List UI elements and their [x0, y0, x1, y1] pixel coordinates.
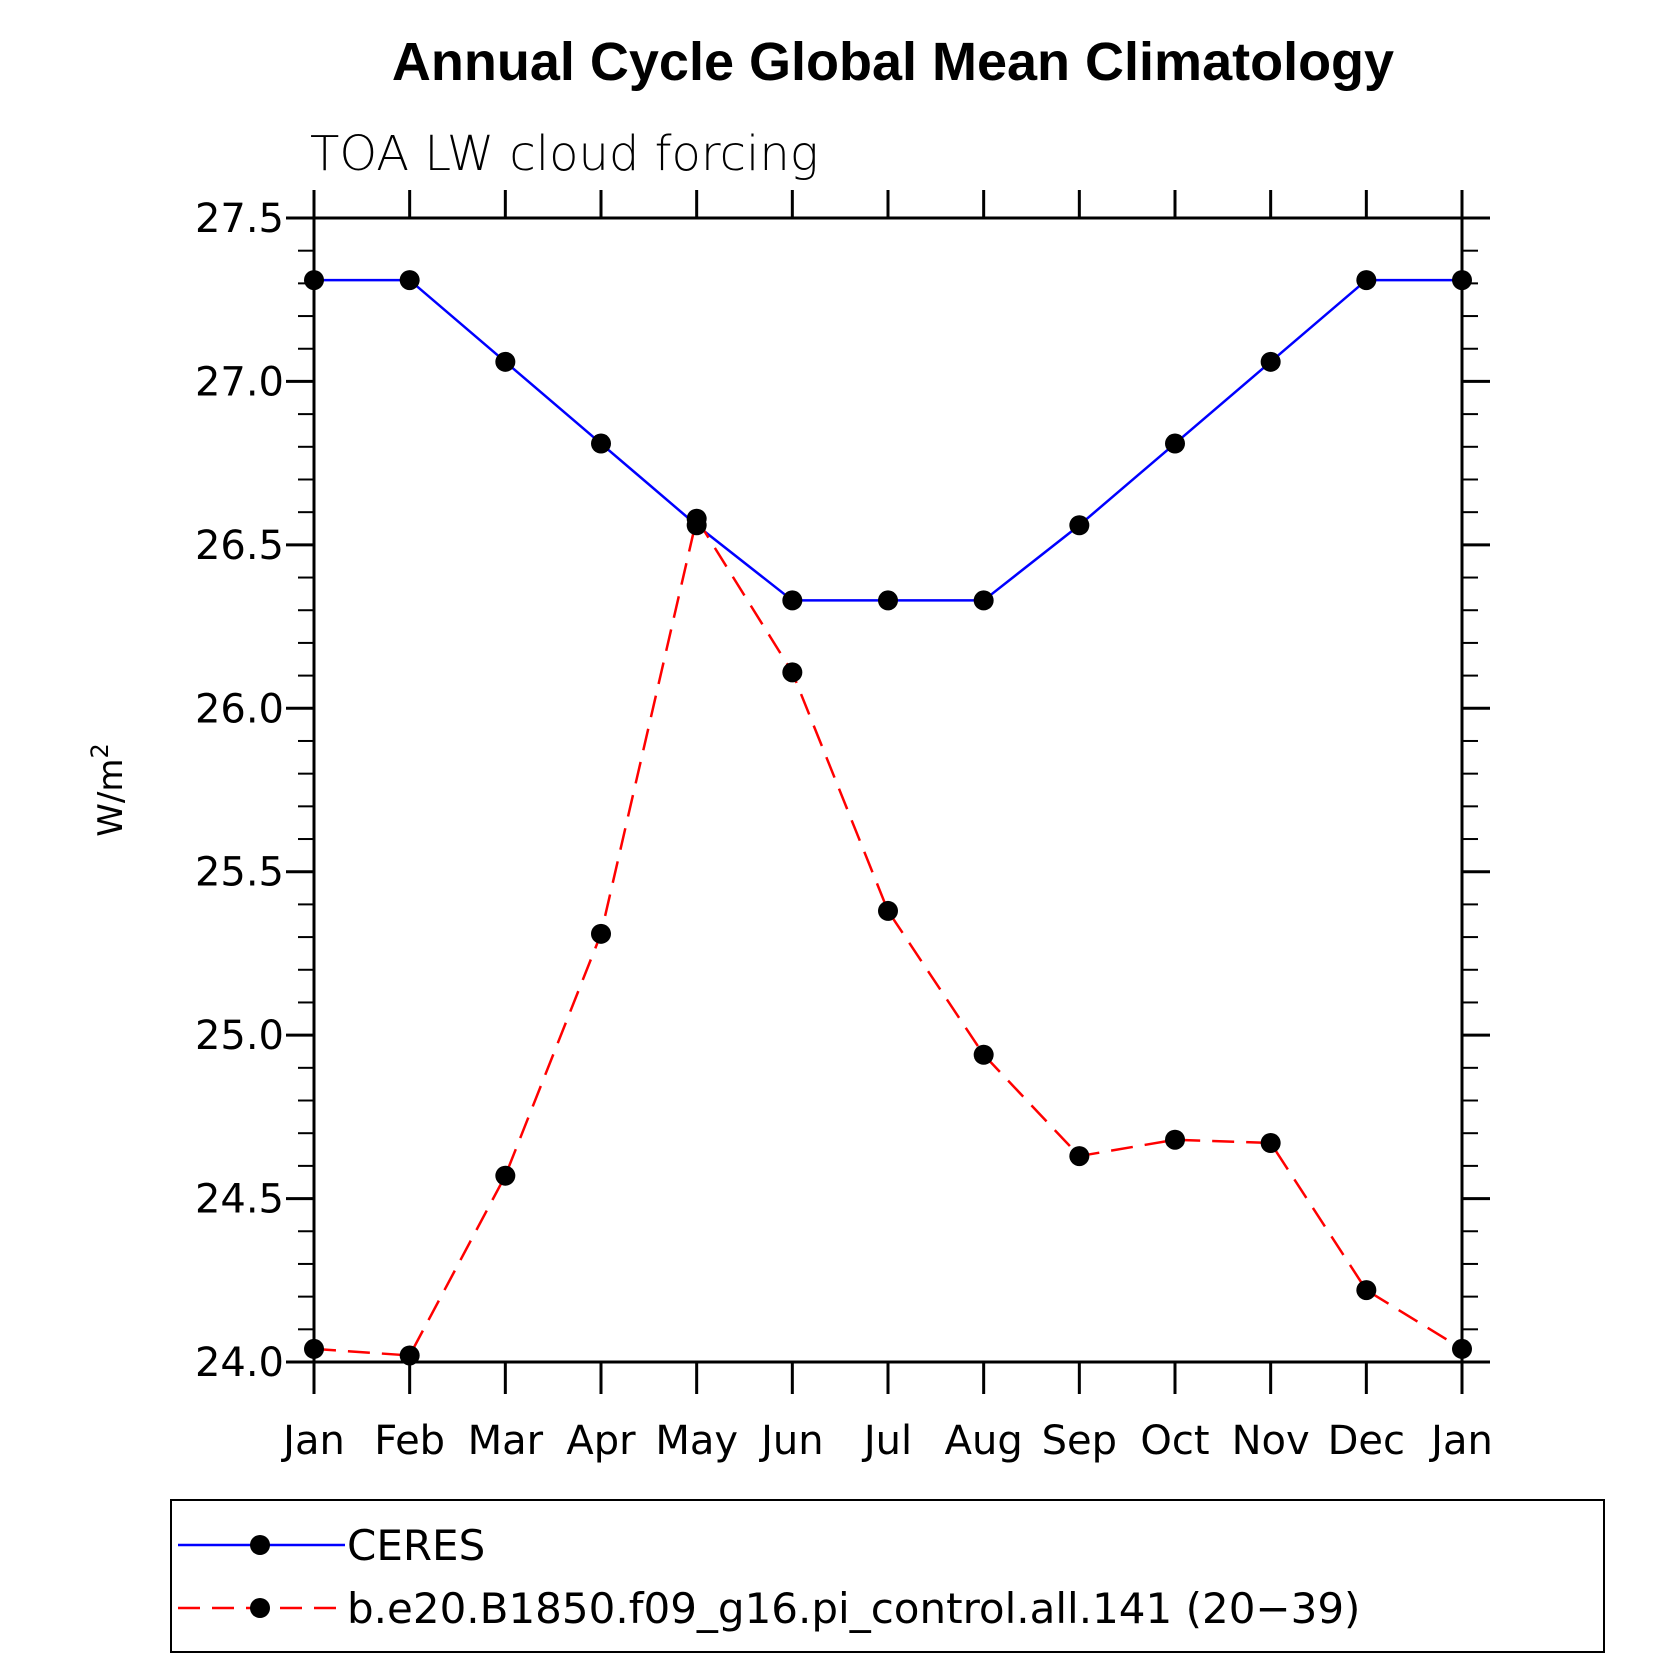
series-1-point: [973, 1044, 994, 1065]
y-tick-label: 27.5: [195, 196, 284, 242]
x-tick-label: May: [655, 1418, 738, 1464]
series-1-point: [878, 900, 898, 921]
series-1-point: [1260, 1133, 1281, 1154]
series-1-point: [1069, 1146, 1090, 1167]
y-axis-labels: 24.0 24.5 25.0 25.5 26.0 26.5 27.0 27.5: [195, 196, 284, 1386]
series-1-point: [591, 923, 611, 944]
x-axis-ticks: [312, 190, 1464, 1394]
y-tick-label: 25.5: [195, 850, 284, 896]
series-1-point: [1165, 1129, 1185, 1150]
legend-label-ceres: CERES: [347, 1521, 485, 1570]
series-layer: [304, 270, 1472, 1366]
series-0-point: [1356, 270, 1377, 291]
x-axis-labels: Jan Feb Mar Apr May Jun Jul Aug Sep Oct Nov Dec Jan: [280, 1418, 1493, 1464]
x-tick-label: Aug: [945, 1418, 1023, 1464]
x-tick-label: Apr: [566, 1418, 636, 1464]
series-1-point: [399, 1345, 420, 1366]
series-0-point: [973, 590, 994, 611]
legend: CERES b.e20.B1850.f09_g16.pi_control.all…: [170, 1499, 1605, 1653]
x-tick-label: Oct: [1140, 1418, 1209, 1464]
x-tick-label: Nov: [1232, 1418, 1310, 1464]
series-0-point: [495, 351, 516, 372]
x-tick-label: Mar: [468, 1418, 544, 1464]
y-tick-label: 25.0: [195, 1013, 284, 1059]
x-tick-label: Jun: [758, 1418, 824, 1464]
legend-item-model: b.e20.B1850.f09_g16.pi_control.all.141 (…: [178, 1584, 1360, 1633]
legend-item-ceres: CERES: [178, 1521, 485, 1570]
x-tick-label: Sep: [1042, 1418, 1117, 1464]
y-axis-label-sup: 2: [86, 743, 114, 758]
y-tick-label: 24.5: [195, 1177, 284, 1223]
series-0-point: [304, 270, 324, 291]
legend-marker-model: [250, 1598, 270, 1618]
y-tick-label: 27.0: [195, 359, 284, 405]
y-tick-label: 24.0: [195, 1340, 284, 1386]
x-tick-label: Feb: [374, 1418, 445, 1464]
series-0-point: [1452, 270, 1472, 291]
y-tick-label: 26.0: [195, 686, 284, 732]
x-tick-label: Jan: [1428, 1418, 1493, 1464]
series-1-point: [1356, 1280, 1377, 1301]
series-0-point: [1069, 515, 1090, 536]
plot-frame: [312, 216, 1464, 1364]
x-tick-label: Dec: [1328, 1418, 1405, 1464]
series-1-point: [495, 1165, 516, 1186]
y-axis-ticks: [286, 216, 1490, 1364]
series-0-point: [1260, 351, 1281, 372]
legend-box: [170, 1499, 1605, 1653]
series-1-point: [1452, 1338, 1472, 1359]
y-axis-label: W/m2: [86, 743, 131, 836]
x-tick-label: Jan: [280, 1418, 345, 1464]
x-tick-label: Jul: [861, 1418, 912, 1464]
series-1-point: [782, 662, 803, 683]
series-line-1: [313, 515, 1463, 1357]
series-0-point: [591, 433, 611, 454]
chart-subtitle: TOA LW cloud forcing: [310, 126, 819, 182]
series-0-point: [1165, 433, 1185, 454]
chart-title: Annual Cycle Global Mean Climatology: [392, 32, 1394, 92]
series-1-point: [686, 508, 707, 529]
legend-marker-ceres: [250, 1535, 270, 1555]
series-0-point: [782, 590, 803, 611]
y-tick-label: 26.5: [195, 523, 284, 569]
series-0-point: [399, 270, 420, 291]
legend-label-model: b.e20.B1850.f09_g16.pi_control.all.141 (…: [347, 1584, 1360, 1633]
plot-area: [286, 190, 1490, 1394]
series-0-point: [878, 590, 898, 611]
series-1-point: [304, 1338, 324, 1359]
y-axis-label-base: W/m: [91, 759, 131, 837]
series-line-0: [314, 278, 1462, 602]
